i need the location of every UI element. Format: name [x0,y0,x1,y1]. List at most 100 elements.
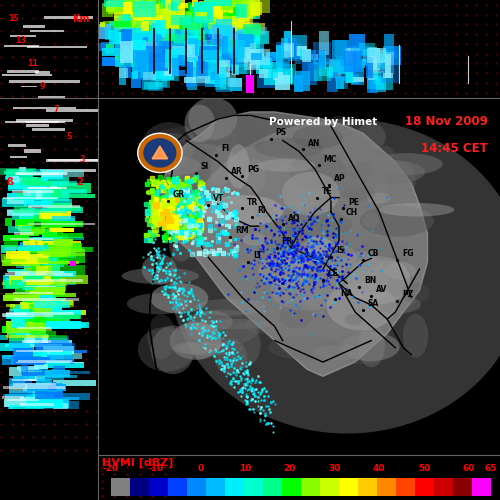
Bar [174,12,180,20]
Bar [10,35,35,36]
Bar [231,0,248,8]
Bar [38,360,43,362]
Bar [38,253,52,261]
Bar [172,44,179,54]
Bar [44,16,93,19]
Bar [42,170,84,177]
Bar [150,14,174,28]
Bar [154,38,174,44]
Bar [7,198,26,204]
Text: TE: TE [322,187,332,196]
Bar [140,46,160,60]
Bar [242,8,260,19]
Bar [230,41,243,56]
Bar [53,393,90,400]
Bar [244,30,260,41]
Bar [231,40,239,50]
Bar [22,374,36,381]
Bar [236,40,244,62]
Bar [7,398,38,402]
Bar [30,301,74,308]
Bar [52,252,67,257]
Bar [28,208,60,212]
Ellipse shape [245,159,266,192]
Ellipse shape [279,225,309,259]
Bar [237,40,260,48]
Bar [45,192,69,201]
Ellipse shape [270,274,342,310]
Bar [52,190,60,198]
Bar [214,26,226,34]
Ellipse shape [312,345,366,360]
Bar [344,48,360,59]
Bar [28,292,65,296]
Bar [41,377,49,386]
Bar [115,32,130,47]
Bar [188,25,206,44]
Bar [51,206,83,213]
Bar [340,66,348,90]
Ellipse shape [244,317,278,334]
Bar [2,280,21,289]
Bar [222,30,232,43]
Bar [374,72,381,84]
Circle shape [144,138,176,168]
Bar [132,72,141,88]
Bar [377,54,384,69]
Ellipse shape [242,233,266,245]
Text: -20: -20 [103,464,119,473]
Bar [214,56,232,63]
Bar [128,16,141,34]
Bar [20,208,35,214]
Bar [276,42,284,63]
Bar [232,8,246,16]
Bar [50,221,67,226]
Bar [131,4,152,12]
Bar [41,270,66,274]
Ellipse shape [305,236,332,254]
Bar [122,52,140,65]
Bar [49,204,66,212]
Bar [48,228,74,232]
Bar [386,52,394,74]
Bar [8,182,45,190]
Bar [146,64,164,71]
Bar [28,390,62,394]
Ellipse shape [358,324,385,367]
Bar [43,248,85,256]
Bar [202,2,221,12]
Ellipse shape [214,339,247,375]
Bar [42,250,65,256]
Bar [243,24,261,36]
Ellipse shape [180,143,210,192]
Bar [206,478,225,496]
Text: NA: NA [340,288,352,298]
Bar [53,260,64,266]
Bar [243,24,253,38]
Bar [4,400,42,406]
Bar [263,58,272,68]
Bar [237,0,248,13]
Bar [174,20,191,36]
Bar [130,0,141,8]
Bar [130,8,152,24]
Bar [274,75,290,90]
Bar [190,10,198,19]
Bar [126,33,144,44]
Ellipse shape [148,314,176,359]
Bar [28,186,67,190]
Bar [155,69,168,87]
Bar [244,22,259,42]
Bar [192,16,213,24]
Bar [150,8,173,25]
Bar [7,70,38,72]
Text: PG: PG [247,166,259,174]
Bar [24,336,43,344]
Bar [152,62,171,78]
Bar [18,272,54,275]
Bar [9,368,42,376]
Bar [131,10,152,18]
Text: CB: CB [368,250,380,258]
Bar [13,210,44,213]
Bar [204,0,215,10]
